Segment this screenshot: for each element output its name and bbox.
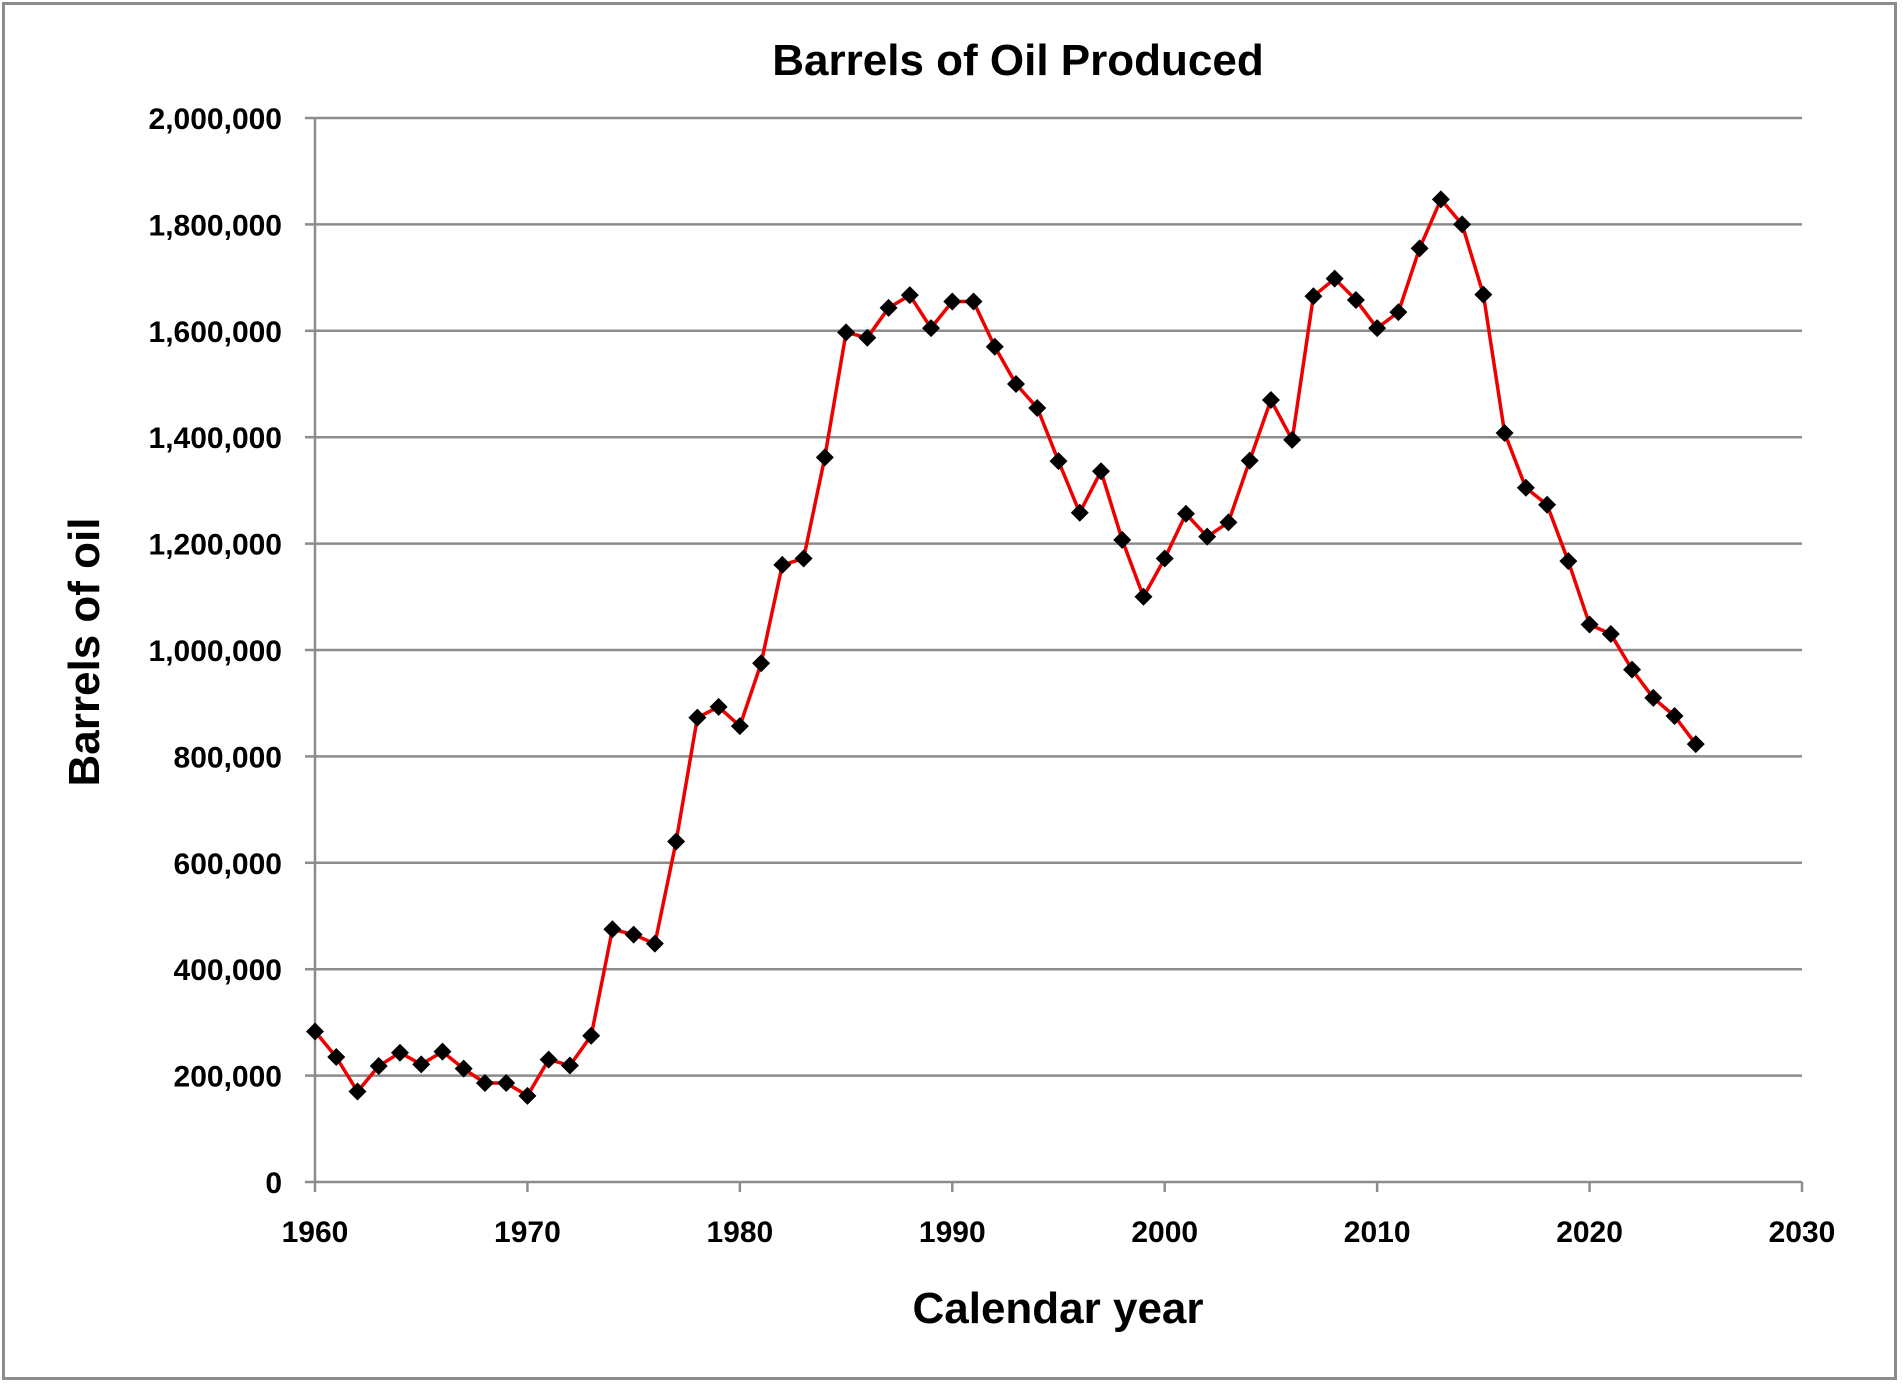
data-point [1665,706,1684,725]
y-tick-label: 2,000,000 [149,103,282,136]
data-point [475,1074,494,1093]
data-point [1261,390,1280,409]
data-point [1431,190,1450,209]
y-tick-label: 600,000 [174,848,282,881]
y-tick-label: 800,000 [174,741,282,774]
data-point [1389,303,1408,322]
data-point [433,1042,452,1061]
data-point [1623,660,1642,679]
data-point [1176,504,1195,523]
y-tick-label: 200,000 [174,1061,282,1094]
data-point [1559,552,1578,571]
data-point [964,292,983,311]
data-point [1325,269,1344,288]
data-point [1580,615,1599,634]
y-tick-label: 1,200,000 [149,529,282,562]
data-point [1070,503,1089,522]
data-point [603,920,622,939]
data-point [667,832,686,851]
data-point [1453,215,1472,234]
data-point [688,708,707,727]
x-tick-label: 2010 [1344,1216,1411,1249]
data-point [815,448,834,467]
data-point [327,1047,346,1066]
x-tick-label: 1980 [706,1216,773,1249]
data-point [1113,530,1132,549]
gridlines [315,116,1802,1077]
data-point [1601,625,1620,644]
data-point [1007,375,1026,393]
chart-title: Barrels of Oil Produced [772,36,1263,85]
data-point [837,323,856,342]
data-point [709,697,728,716]
data-point [1474,285,1493,304]
data-point [1538,495,1557,514]
data-point [412,1055,431,1074]
x-tick-label: 2020 [1556,1216,1623,1249]
data-point [369,1057,388,1076]
y-tick-labels: 0 200,000 400,000 600,000 800,000 1,000,000 1,… [149,103,282,1200]
data-point [645,934,664,953]
data-point [582,1026,601,1045]
data-point [1283,430,1302,449]
data-point [922,319,941,338]
y-tick-label: 1,600,000 [149,316,282,349]
data-point [879,298,898,317]
data-point [306,1022,324,1041]
data-point [497,1074,516,1093]
data-point [773,555,792,574]
data-point [1028,398,1047,417]
data-point [1495,423,1514,442]
data-point [1198,527,1217,546]
data-point [1516,478,1535,497]
data-point [1155,549,1174,568]
data-point [1686,735,1705,754]
x-tick-label: 1960 [282,1216,349,1249]
data-point [348,1082,367,1101]
y-tick-label: 1,400,000 [149,422,282,455]
data-point [1049,452,1068,471]
data-point [1240,451,1259,470]
axes [305,116,1804,1192]
data-point [985,337,1004,356]
data-point [900,286,919,305]
data-point [1304,287,1323,306]
data-point [1219,513,1238,532]
y-tick-label: 0 [265,1167,282,1200]
x-axis-title: Calendar year [912,1284,1203,1333]
data-point [1410,239,1429,258]
data-point [454,1059,473,1078]
data-point [624,925,643,944]
data-point [1346,290,1365,309]
series-line [313,197,1698,1098]
data-points [306,190,1705,1105]
x-tick-label: 1990 [919,1216,986,1249]
x-tick-label: 1970 [494,1216,561,1249]
data-point [1368,319,1387,338]
data-point [858,328,877,347]
data-point [518,1086,537,1105]
data-point [1091,462,1110,481]
data-point [943,292,962,311]
y-axis-title: Barrels of oil [60,518,109,787]
y-tick-label: 1,000,000 [149,635,282,668]
data-point [1644,688,1663,707]
data-point [539,1050,558,1069]
data-point [560,1056,579,1075]
x-tick-label: 2000 [1131,1216,1198,1249]
data-point [794,549,813,568]
x-tick-labels: 1960 1970 1980 1990 2000 2010 2020 2030 [282,1216,1836,1249]
data-point [1134,587,1153,606]
y-tick-label: 1,800,000 [149,209,282,242]
x-tick-label: 2030 [1769,1216,1836,1249]
data-point [730,717,749,736]
y-tick-label: 400,000 [174,954,282,987]
data-point [752,654,771,673]
data-point [390,1043,409,1062]
